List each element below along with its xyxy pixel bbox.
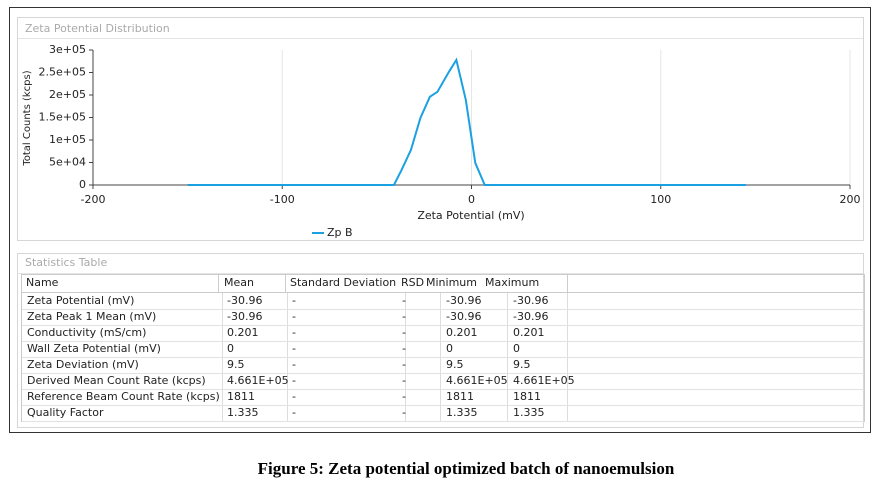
table-cell: -	[292, 342, 296, 355]
data-line	[187, 57, 746, 186]
table-cell: 9.5	[446, 358, 464, 371]
y-tick-label: 0	[79, 178, 86, 191]
table-cell: -	[402, 406, 406, 419]
y-tick-label: 1e+05	[49, 133, 86, 146]
table-cell: 0	[227, 342, 234, 355]
table-cell: -30.96	[513, 310, 548, 323]
table-cell: -	[292, 326, 296, 339]
table-cell: 1811	[227, 390, 255, 403]
table-cell: 4.661E+05	[446, 374, 508, 387]
column-header: RSD	[401, 276, 424, 289]
table-cell: 0.201	[446, 326, 478, 339]
column-header: Mean	[224, 276, 254, 289]
y-tick-label: 3e+05	[49, 43, 86, 56]
column-header: Maximum	[485, 276, 539, 289]
table-cell: -30.96	[446, 294, 481, 307]
table-cell: 4.661E+05	[513, 374, 575, 387]
table-cell: 0	[513, 342, 520, 355]
chart-panel	[17, 17, 864, 241]
y-tick-label: 2e+05	[49, 88, 86, 101]
table-cell: -	[292, 294, 296, 307]
table-cell: -	[402, 294, 406, 307]
table-cell: -	[292, 310, 296, 323]
table-cell: 9.5	[227, 358, 245, 371]
x-tick-label: 200	[840, 193, 861, 206]
table-cell: 0	[446, 342, 453, 355]
x-tick-label: 100	[650, 193, 671, 206]
table-title: Statistics Table	[25, 256, 107, 269]
table-cell: Zeta Potential (mV)	[27, 294, 134, 307]
table-cell: 1.335	[227, 406, 259, 419]
table-cell: -	[402, 390, 406, 403]
table-cell: -	[402, 342, 406, 355]
table-cell: -	[292, 406, 296, 419]
table-cell: 1.335	[446, 406, 478, 419]
x-tick-label: -200	[81, 193, 106, 206]
y-axis-label: Total Counts (kcps)	[22, 70, 33, 166]
table-cell: 1.335	[513, 406, 545, 419]
column-header: Minimum	[426, 276, 477, 289]
column-header: Standard Deviation	[290, 276, 396, 289]
y-tick-label: 1.5e+05	[39, 111, 86, 124]
table-cell: -30.96	[513, 294, 548, 307]
x-tick-label: -100	[270, 193, 295, 206]
table-cell: -	[292, 358, 296, 371]
table-cell: -30.96	[227, 310, 262, 323]
table-cell: -	[402, 310, 406, 323]
table-cell: Conductivity (mS/cm)	[27, 326, 146, 339]
legend-label: Zp B	[327, 226, 353, 239]
x-axis-label: Zeta Potential (mV)	[417, 209, 524, 222]
table-cell: Reference Beam Count Rate (kcps)	[27, 390, 220, 403]
table-cell: Quality Factor	[27, 406, 104, 419]
table-cell: Zeta Peak 1 Mean (mV)	[27, 310, 156, 323]
y-tick-label: 5e+04	[49, 156, 86, 169]
y-tick-label: 2.5e+05	[39, 66, 86, 79]
table-cell: -	[292, 374, 296, 387]
table-cell: 0.201	[513, 326, 545, 339]
figure-caption: Figure 5: Zeta potential optimized batch…	[258, 459, 675, 478]
x-tick-label: 0	[468, 193, 475, 206]
table-cell: -30.96	[227, 294, 262, 307]
table-cell: Wall Zeta Potential (mV)	[27, 342, 161, 355]
column-header: Name	[26, 276, 59, 289]
table-cell: -	[402, 374, 406, 387]
table-cell: -	[292, 390, 296, 403]
table-cell: Derived Mean Count Rate (kcps)	[27, 374, 206, 387]
table-cell: 0.201	[227, 326, 259, 339]
table-cell: 9.5	[513, 358, 531, 371]
table-cell: Zeta Deviation (mV)	[27, 358, 139, 371]
table-cell: 1811	[446, 390, 474, 403]
table-cell: -	[402, 358, 406, 371]
table-cell: 1811	[513, 390, 541, 403]
chart-title: Zeta Potential Distribution	[25, 22, 170, 35]
table-cell: -	[402, 326, 406, 339]
table-cell: -30.96	[446, 310, 481, 323]
table-cell: 4.661E+05	[227, 374, 289, 387]
